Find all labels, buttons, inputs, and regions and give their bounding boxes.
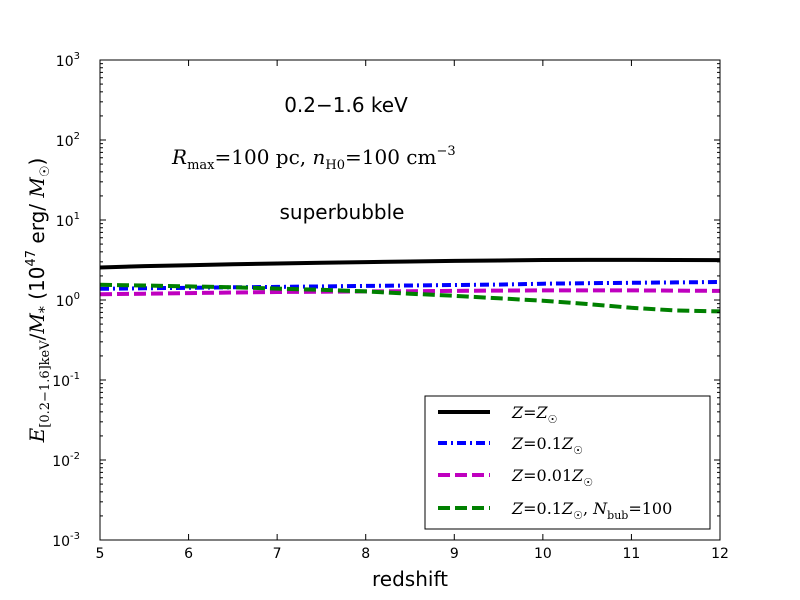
x-tick-label: 11: [623, 546, 641, 562]
annotation-superbubble-text: superbubble: [280, 200, 405, 224]
svg-text:E[0.2−1.6]keV/M* (1047 erg/ M☉: E[0.2−1.6]keV/M* (1047 erg/ M☉): [24, 158, 53, 444]
x-tick-label: 6: [184, 546, 193, 562]
series-line-1: [99, 257, 721, 270]
legend: Z=Z☉ Z=0.1Z☉ Z=0.01Z☉ Z=0.1Z☉, Nbub=100: [424, 395, 711, 530]
y-tick-label: 10-2: [52, 451, 80, 470]
legend-label-solar: Z=Z☉: [511, 403, 558, 426]
y-tick-label: 101: [56, 211, 80, 230]
x-tick-label: 5: [96, 546, 105, 562]
legend-label-nbub: Z=0.1Z☉, Nbub=100: [511, 499, 672, 522]
x-tick-label: 7: [273, 546, 282, 562]
x-tick-label: 10: [534, 546, 552, 562]
y-tick-label: 10-3: [52, 531, 80, 550]
x-tick-label: 8: [361, 546, 370, 562]
x-axis-title: redshift: [372, 567, 448, 591]
y-tick-label: 103: [56, 51, 80, 70]
legend-label-tenth-solar: Z=0.1Z☉: [511, 434, 583, 457]
x-tick-label: 12: [711, 546, 729, 562]
y-tick-label: 102: [56, 131, 80, 150]
series-line-3: [99, 288, 721, 297]
y-tick-label: 100: [56, 291, 80, 310]
annotation-superbubble: superbubble: [280, 200, 405, 224]
y-tick-label: 10-1: [52, 371, 80, 390]
series-line-4: [99, 282, 721, 314]
y-axis-title: E[0.2−1.6]keV/M* (1047 erg/ M☉): [24, 158, 53, 444]
legend-label-hundredth-solar: Z=0.01Z☉: [511, 466, 593, 489]
x-tick-label: 9: [450, 546, 459, 562]
annotation-energy-band: 0.2−1.6 keV: [284, 93, 408, 117]
series-layer: [99, 257, 721, 314]
annotation-parameters: Rmax=100 pc, nH0=100 cm−3: [171, 144, 456, 173]
tick-layer: 5 6 7 8 9 10 11 12 10-3 10-2 10-1 100 101 102 103: [52, 51, 729, 562]
annotation-energy-band-text: 0.2−1.6 keV: [284, 93, 408, 117]
